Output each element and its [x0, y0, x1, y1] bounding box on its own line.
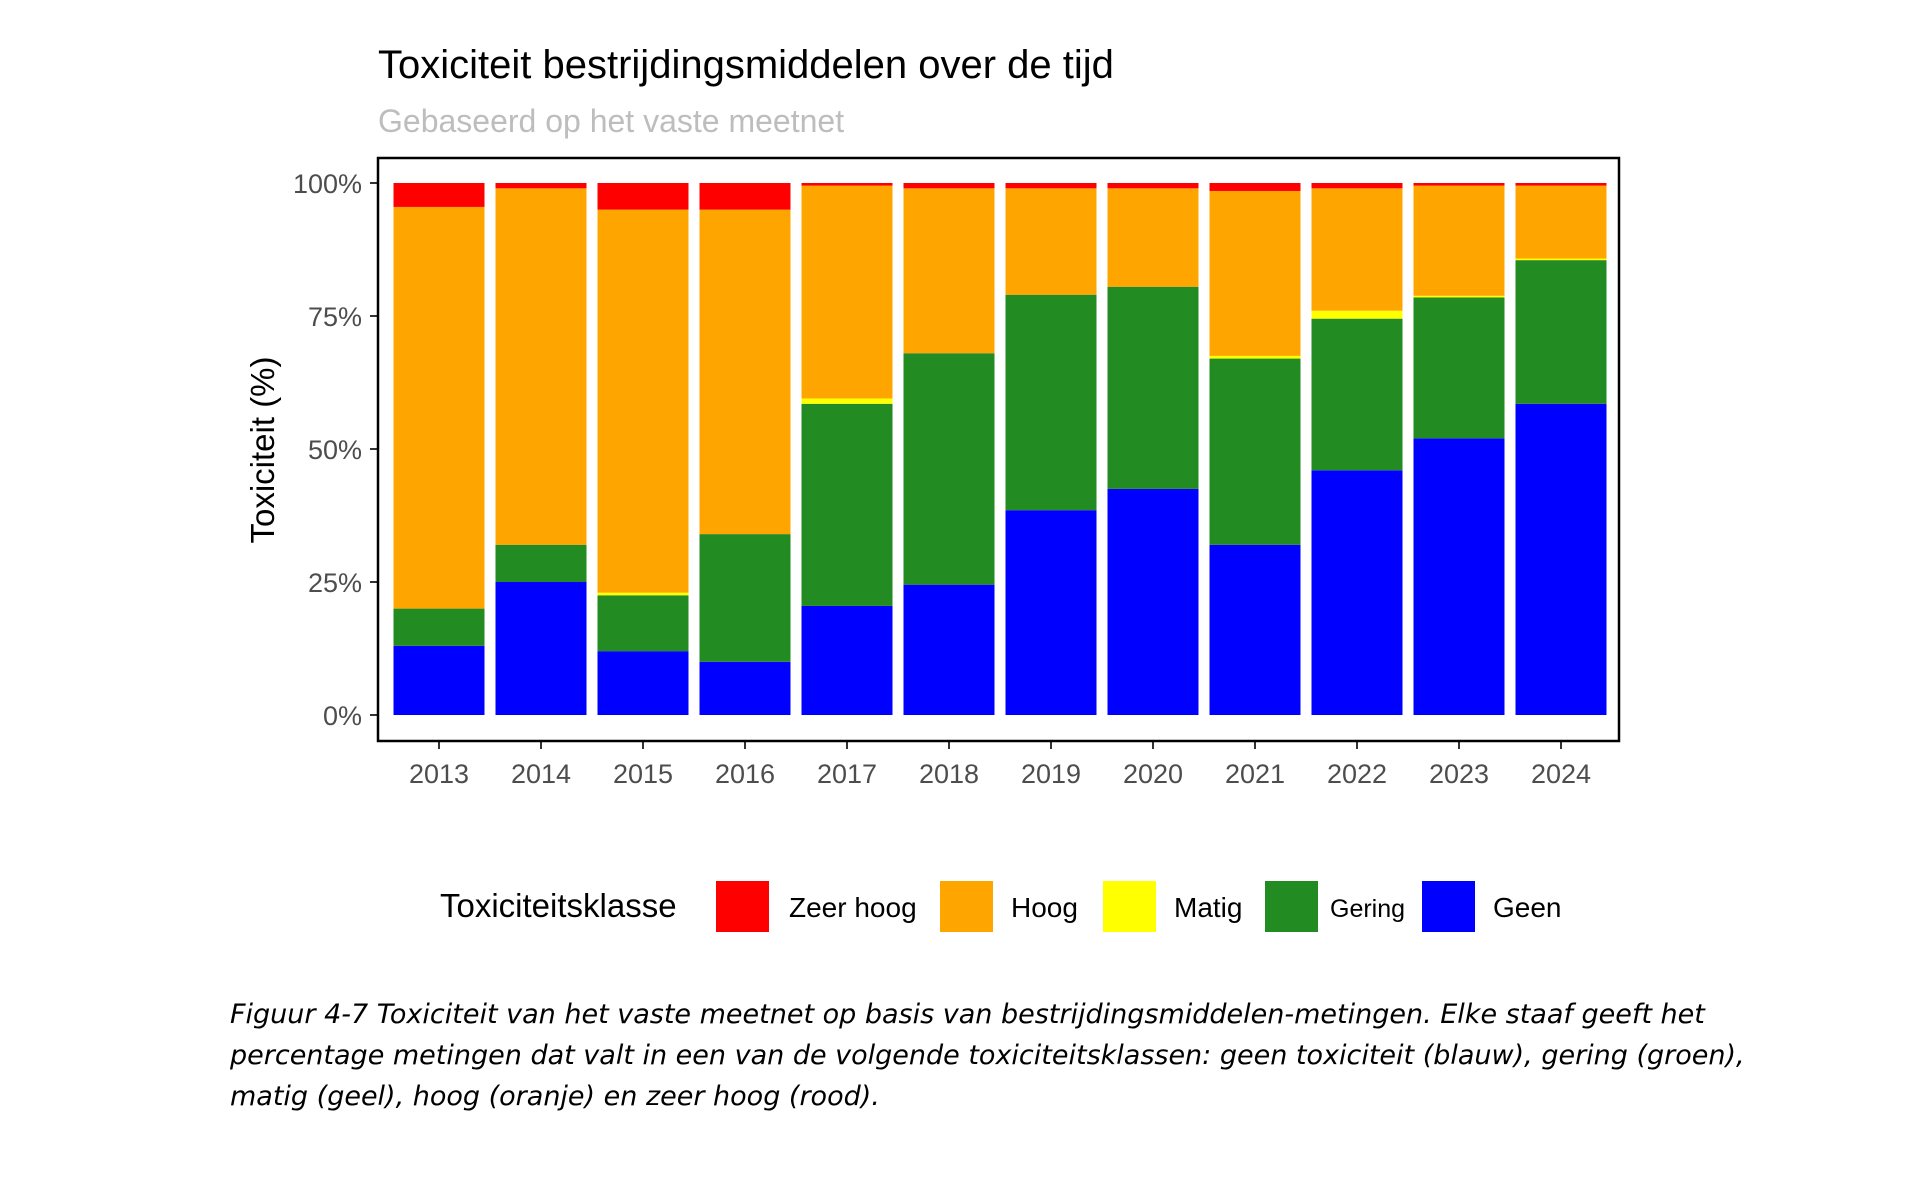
- legend-swatch-matig: [1103, 881, 1156, 932]
- bar-2018-hoog: [903, 188, 995, 354]
- bar-2024-matig: [1515, 258, 1607, 261]
- bar-2014-zeer-hoog: [495, 183, 587, 189]
- legend-swatch-zeer-hoog: [716, 881, 769, 932]
- bar-2021-geen: [1209, 544, 1301, 715]
- bar-2024-zeer-hoog: [1515, 183, 1607, 186]
- bar-2023-gering: [1413, 297, 1505, 439]
- bar-2022-geen: [1311, 470, 1403, 715]
- legend-swatch-gering: [1265, 881, 1318, 932]
- bar-2016-gering: [699, 534, 791, 662]
- legend-label-geen: Geen: [1493, 892, 1562, 923]
- bar-2023-matig: [1413, 295, 1505, 298]
- bar-2023-hoog: [1413, 185, 1505, 296]
- bar-2013-hoog: [393, 206, 485, 609]
- bar-2024-hoog: [1515, 185, 1607, 259]
- bar-2017-matig: [801, 398, 893, 404]
- bar-2013-zeer-hoog: [393, 183, 485, 207]
- x-tick-label: 2020: [1123, 759, 1183, 789]
- legend-label-matig: Matig: [1174, 892, 1242, 923]
- bar-2013-geen: [393, 645, 485, 715]
- bar-2022-gering: [1311, 318, 1403, 471]
- legend-label-hoog: Hoog: [1011, 892, 1078, 923]
- legend-swatch-geen: [1422, 881, 1475, 932]
- x-tick-label: 2014: [511, 759, 571, 789]
- bar-2021-gering: [1209, 358, 1301, 545]
- bar-2016-zeer-hoog: [699, 183, 791, 210]
- bar-2016-hoog: [699, 209, 791, 535]
- bar-2018-geen: [903, 584, 995, 715]
- bar-2019-geen: [1005, 510, 1097, 715]
- x-tick-label: 2015: [613, 759, 673, 789]
- x-tick-label: 2022: [1327, 759, 1387, 789]
- bar-2014-gering: [495, 544, 587, 582]
- bar-2015-matig: [597, 592, 689, 596]
- bar-2023-geen: [1413, 438, 1505, 715]
- x-axis-ticks: 2013 2014 2015 2016 2017 2018 2019 2020 2021 2022…: [409, 741, 1591, 789]
- x-tick-label: 2021: [1225, 759, 1285, 789]
- bar-2014-geen: [495, 582, 587, 715]
- plot-border: [376, 156, 1621, 743]
- bar-2022-matig: [1311, 310, 1403, 319]
- y-tick-label: 0%: [323, 701, 362, 731]
- bar-2014-hoog: [495, 188, 587, 545]
- bar-2019-hoog: [1005, 188, 1097, 295]
- y-axis-ticks: 0% 25% 50% 75% 100%: [293, 169, 378, 731]
- y-axis-label: Toxiciteit (%): [244, 356, 281, 543]
- bar-2019-zeer-hoog: [1005, 183, 1097, 189]
- bar-2020-zeer-hoog: [1107, 183, 1199, 189]
- bar-2015-hoog: [597, 209, 689, 593]
- bar-2016-geen: [699, 661, 791, 715]
- legend-label-gering: Gering: [1330, 895, 1405, 923]
- x-tick-label: 2019: [1021, 759, 1081, 789]
- legend-label-zeer-hoog: Zeer hoog: [789, 892, 917, 923]
- bar-2017-zeer-hoog: [801, 183, 893, 186]
- bar-2022-zeer-hoog: [1311, 183, 1403, 189]
- x-tick-label: 2024: [1531, 759, 1591, 789]
- bar-2017-hoog: [801, 185, 893, 399]
- y-tick-label: 75%: [308, 302, 362, 332]
- bar-2021-matig: [1209, 355, 1301, 359]
- legend-swatch-hoog: [940, 881, 993, 932]
- bar-2015-zeer-hoog: [597, 183, 689, 210]
- y-tick-label: 25%: [308, 568, 362, 598]
- bar-2022-hoog: [1311, 188, 1403, 311]
- bar-2021-zeer-hoog: [1209, 183, 1301, 191]
- bar-2018-gering: [903, 353, 995, 585]
- bar-2021-hoog: [1209, 190, 1301, 356]
- y-tick-label: 50%: [308, 435, 362, 465]
- bar-2017-geen: [801, 605, 893, 715]
- bar-2013-gering: [393, 608, 485, 646]
- bar-2019-gering: [1005, 294, 1097, 511]
- x-tick-label: 2016: [715, 759, 775, 789]
- chart-subtitle: Gebaseerd op het vaste meetnet: [378, 103, 844, 139]
- legend-title: Toxiciteitsklasse: [440, 887, 677, 924]
- y-tick-label: 100%: [293, 169, 362, 199]
- chart-title: Toxiciteit bestrijdingsmiddelen over de …: [378, 43, 1114, 87]
- x-tick-label: 2018: [919, 759, 979, 789]
- bar-2024-gering: [1515, 260, 1607, 404]
- bar-2020-gering: [1107, 286, 1199, 489]
- bar-2015-geen: [597, 651, 689, 715]
- bar-2017-gering: [801, 403, 893, 606]
- x-tick-label: 2017: [817, 759, 877, 789]
- bar-2015-gering: [597, 595, 689, 652]
- bar-2023-zeer-hoog: [1413, 183, 1505, 186]
- bar-2020-geen: [1107, 488, 1199, 715]
- legend: Toxiciteitsklasse Zeer hoog Hoog Matig Geri…: [440, 881, 1562, 932]
- bar-2018-zeer-hoog: [903, 183, 995, 189]
- bar-2020-hoog: [1107, 188, 1199, 287]
- x-tick-label: 2023: [1429, 759, 1489, 789]
- figure-caption: Figuur 4-7 Toxiciteit van het vaste meet…: [230, 999, 1745, 1112]
- x-tick-label: 2013: [409, 759, 469, 789]
- bar-2024-geen: [1515, 403, 1607, 715]
- bars: [393, 183, 1607, 715]
